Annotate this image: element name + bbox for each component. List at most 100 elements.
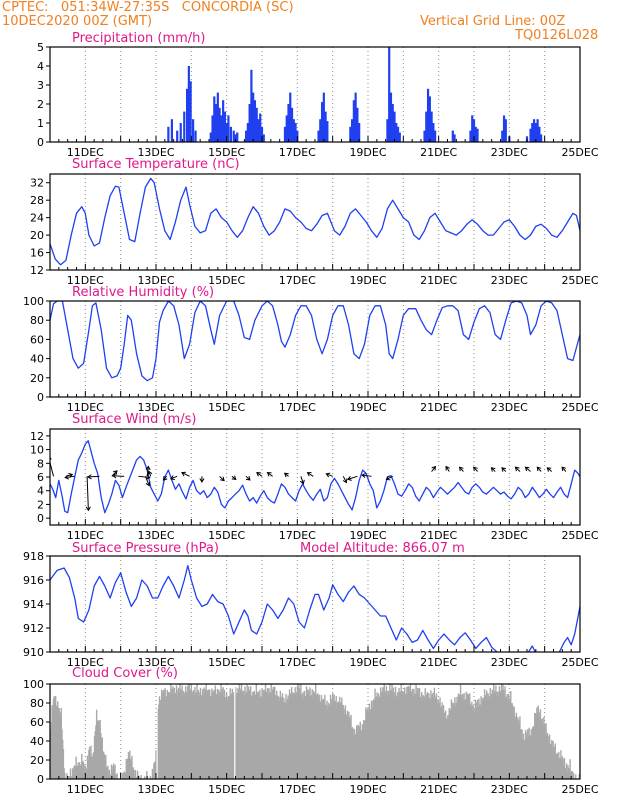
cloud-bar [544, 727, 547, 779]
precip-bar [290, 107, 294, 142]
cloud-bar [504, 686, 506, 779]
plot-area-rh [50, 301, 580, 382]
ytick-label-precip: 4 [37, 60, 44, 73]
cloud-bar [131, 768, 134, 779]
header-grid-note: Vertical Grid Line: 00Z [420, 14, 566, 29]
cloud-bar [177, 687, 180, 779]
cloud-bar [91, 756, 94, 779]
ytick-label-wind: 2 [37, 498, 44, 511]
cloud-bar [456, 696, 458, 779]
cloud-bar [529, 735, 531, 779]
ytick-label-rh: 100 [23, 295, 44, 308]
precip-bar [324, 111, 327, 142]
cloud-bar [143, 776, 146, 779]
cloud-bar [172, 686, 174, 779]
cloud-bar [571, 770, 573, 779]
cloud-bar [228, 699, 231, 779]
wind-arrow [138, 475, 150, 479]
precip-bar [194, 130, 197, 142]
cloud-bar [421, 692, 423, 779]
wind-arrowhead [283, 472, 289, 478]
ytick-label-wind: 4 [37, 485, 44, 498]
cloud-bar [360, 730, 363, 779]
cloud-bar [396, 695, 398, 779]
cloud-bar [413, 693, 416, 779]
cloud-bar [481, 698, 484, 779]
cloud-bar [83, 763, 85, 779]
cloud-bar [161, 697, 164, 779]
series-line-pres [50, 564, 580, 652]
precip-bar [356, 107, 359, 142]
cloud-bar [213, 689, 215, 779]
xtick-label-cloud: 17DEC [279, 783, 316, 796]
cloud-bar [310, 695, 313, 779]
cloud-bar [519, 729, 522, 779]
cloud-bar [348, 716, 351, 779]
cloud-bar [107, 775, 110, 779]
cloud-bar [440, 706, 443, 779]
cloud-bar [201, 689, 204, 779]
xtick-label-temp: 13DEC [137, 274, 174, 287]
wind-arrow [300, 476, 304, 484]
cloud-bar [412, 696, 414, 779]
cloud-bar [525, 738, 527, 779]
cloud-bar [192, 691, 194, 779]
cloud-bar [242, 690, 245, 779]
cloud-bar [280, 699, 282, 779]
cloud-bar [343, 708, 345, 779]
cloud-bar [514, 717, 517, 779]
cloud-bar [218, 689, 220, 779]
cloud-bar [107, 765, 109, 779]
precip-bar [223, 111, 226, 142]
cloud-bar [273, 693, 275, 779]
wind-arrowhead [64, 474, 70, 480]
cloud-bar [427, 699, 429, 779]
ytick-label-pres: 916 [23, 574, 44, 587]
cloud-bar [505, 696, 508, 779]
precip-bar [532, 119, 536, 142]
precip-bar [225, 123, 228, 142]
cloud-bar [336, 706, 338, 779]
ytick-label-cloud: 100 [23, 678, 44, 691]
cloud-bar [298, 684, 300, 779]
ytick-label-precip: 5 [37, 41, 44, 54]
xtick-label-cloud: 21DEC [420, 783, 457, 796]
cloud-bar [416, 693, 418, 779]
cloud-bar [557, 759, 559, 779]
cloud-bar [254, 695, 257, 779]
cloud-bar [73, 766, 75, 779]
cloud-bar [155, 750, 157, 779]
cloud-bar [305, 695, 307, 779]
cloud-bar [553, 751, 556, 779]
cloud-bar [92, 753, 94, 779]
cloud-bar [189, 689, 191, 779]
cloud-bar [476, 699, 479, 779]
cloud-bar [358, 726, 360, 779]
cloud-bar [529, 735, 532, 779]
cloud-bar [335, 695, 337, 779]
xtick-label-precip: 13DEC [137, 146, 174, 159]
cloud-bar [346, 714, 348, 779]
cloud-bar [515, 712, 518, 779]
cloud-bar [370, 709, 372, 779]
xtick-label-wind: 25DEC [561, 529, 598, 542]
cloud-bar [57, 712, 60, 779]
series-line-wind [50, 440, 580, 514]
cloud-bar [281, 693, 284, 779]
cloud-bar [447, 715, 449, 779]
cloud-bar [551, 748, 554, 779]
cloud-bar [138, 775, 140, 779]
cloud-bar [263, 689, 265, 779]
cloud-bar [328, 704, 330, 779]
cloud-bar [171, 688, 173, 779]
cloud-bar [183, 692, 185, 779]
cloud-bar [497, 691, 499, 779]
cloud-bar [535, 712, 537, 779]
cloud-bar [394, 696, 396, 779]
cloud-bar [181, 685, 183, 779]
cloud-bar [537, 705, 539, 779]
cloud-bar [204, 689, 207, 779]
cloud-bar [469, 693, 471, 779]
precip-bar [451, 130, 454, 142]
cloud-bar [312, 697, 314, 779]
